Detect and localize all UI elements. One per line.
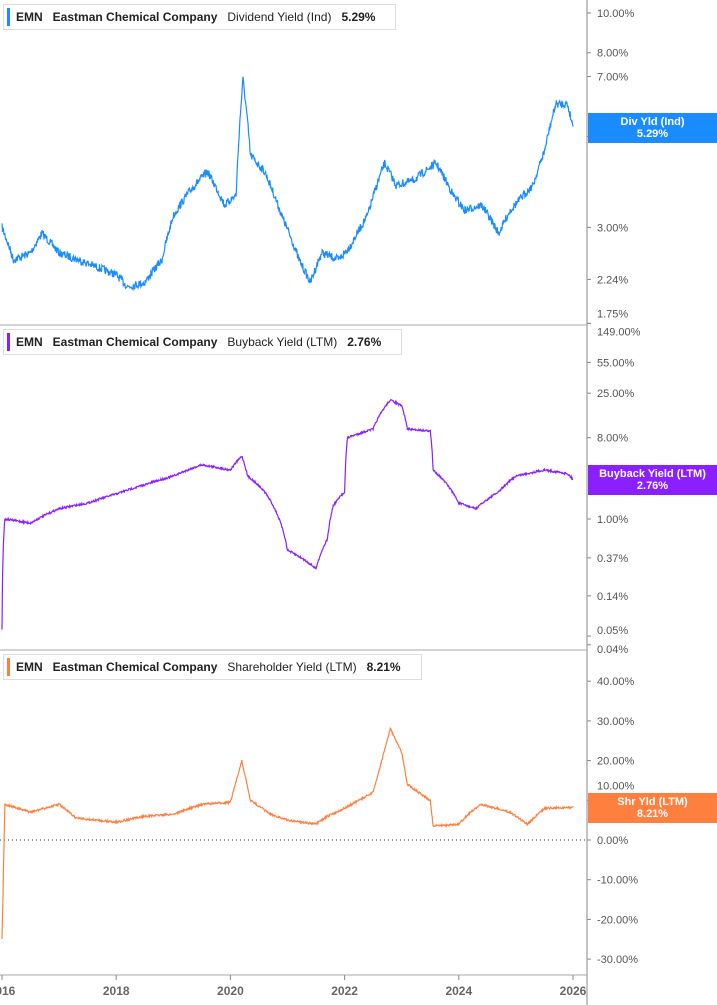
y-tick-label: 149.00% xyxy=(597,326,641,338)
tag-label: Buyback Yield (LTM) xyxy=(599,468,706,480)
metric-name: Dividend Yield (Ind) xyxy=(227,10,332,24)
y-tick-label: 0.14% xyxy=(597,591,628,603)
ticker: EMN xyxy=(16,660,43,674)
y-tick-label: 0.04% xyxy=(597,644,628,656)
y-tick-label: 40.00% xyxy=(597,676,635,688)
y-tick-label: 30.00% xyxy=(597,716,635,728)
y-tick-label: 10.00% xyxy=(597,780,635,792)
x-tick-label: 2022 xyxy=(331,984,358,998)
current-value-tag-shareholder: Shr Yld (LTM) 8.21% xyxy=(588,793,717,823)
series-color-marker xyxy=(7,8,10,26)
legend-dividend: EMN Eastman Chemical Company Dividend Yiel… xyxy=(3,4,397,30)
y-tick-label: 20.00% xyxy=(597,756,635,768)
series-line-2 xyxy=(1,726,574,940)
current-value-tag-dividend: Div Yld (Ind) 5.29% xyxy=(588,113,717,143)
x-tick-label: 2018 xyxy=(103,984,130,998)
legend-shareholder: EMN Eastman Chemical Company Shareholder Y… xyxy=(3,654,422,680)
ticker: EMN xyxy=(16,10,43,24)
series-color-marker xyxy=(7,333,10,351)
company-name: Eastman Chemical Company xyxy=(52,10,218,24)
tag-value: 2.76% xyxy=(636,480,669,492)
company-name: Eastman Chemical Company xyxy=(52,335,218,349)
current-value-tag-buyback: Buyback Yield (LTM) 2.76% xyxy=(588,465,717,495)
y-tick-label: 7.00% xyxy=(597,72,628,84)
y-tick-label: 55.00% xyxy=(597,357,635,369)
y-tick-label: 8.00% xyxy=(597,433,628,445)
ticker: EMN xyxy=(16,335,43,349)
x-tick-label: 2024 xyxy=(445,984,472,998)
y-tick-label: 1.75% xyxy=(597,308,628,320)
y-tick-label: 10.00% xyxy=(597,8,635,20)
tag-value: 5.29% xyxy=(636,128,669,140)
tag-label: Div Yld (Ind) xyxy=(620,116,685,128)
tag-value: 8.21% xyxy=(636,808,669,820)
series-color-marker xyxy=(7,658,10,676)
series-line-1 xyxy=(1,399,574,630)
y-tick-label: 0.00% xyxy=(597,835,628,847)
y-tick-label: 8.00% xyxy=(597,48,628,60)
y-tick-label: 25.00% xyxy=(597,388,635,400)
y-tick-label: 0.05% xyxy=(597,625,628,637)
y-tick-label: 1.00% xyxy=(597,514,628,526)
x-tick-label: 2016 xyxy=(0,984,16,998)
y-tick-label: 3.00% xyxy=(597,222,628,234)
y-tick-label: -30.00% xyxy=(597,954,638,966)
metric-value: 2.76% xyxy=(347,335,382,349)
metric-name: Shareholder Yield (LTM) xyxy=(227,660,357,674)
y-tick-label: -20.00% xyxy=(597,914,638,926)
legend-buyback: EMN Eastman Chemical Company Buyback Yield… xyxy=(3,329,403,355)
metric-value: 8.21% xyxy=(366,660,401,674)
series-line-0 xyxy=(1,76,574,292)
tag-label: Shr Yld (LTM) xyxy=(617,796,688,808)
metric-name: Buyback Yield (LTM) xyxy=(227,335,338,349)
company-name: Eastman Chemical Company xyxy=(52,660,218,674)
x-tick-label: 2026 xyxy=(560,984,587,998)
metric-value: 5.29% xyxy=(341,10,376,24)
x-tick-label: 2020 xyxy=(217,984,244,998)
y-tick-label: -10.00% xyxy=(597,875,638,887)
y-tick-label: 2.24% xyxy=(597,274,628,286)
y-tick-label: 0.37% xyxy=(597,553,628,565)
